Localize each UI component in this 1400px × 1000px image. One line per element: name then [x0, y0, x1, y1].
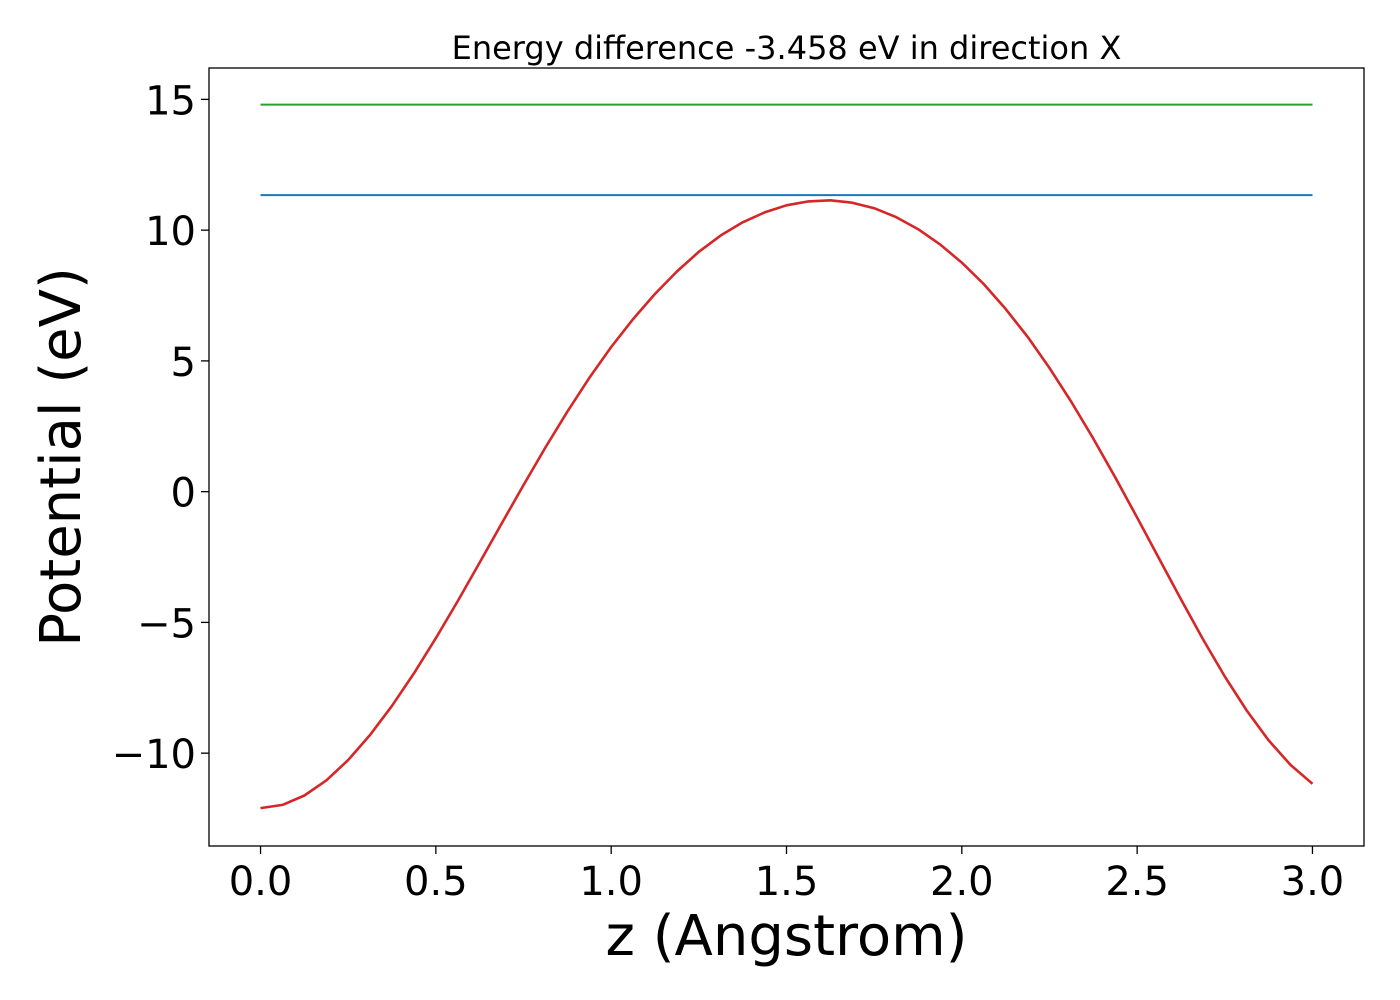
- x-tick-label: 3.0: [1281, 859, 1345, 905]
- y-axis-ticks: −10 −5 0 5 10 15: [112, 78, 209, 778]
- x-tick-label: 1.5: [755, 859, 819, 905]
- chart-title: Energy difference -3.458 eV in direction…: [452, 29, 1122, 67]
- x-tick-label: 0.0: [229, 859, 293, 905]
- y-tick-label: 10: [145, 209, 196, 255]
- y-tick-label: −5: [137, 601, 196, 647]
- plot-frame: [208, 67, 1365, 847]
- x-axis-ticks: 0.0 0.5 1.0 1.5 2.0 2.5 3.0: [229, 846, 1345, 905]
- x-tick-label: 2.5: [1105, 859, 1169, 905]
- y-tick-label: 5: [171, 340, 196, 386]
- y-tick-label: −10: [112, 732, 196, 778]
- x-tick-label: 1.0: [579, 859, 643, 905]
- series-line-3: [260, 199, 1314, 810]
- y-tick-label: 15: [145, 78, 196, 124]
- x-tick-label: 2.0: [930, 859, 994, 905]
- y-tick-label: 0: [171, 471, 196, 517]
- series-layer: [260, 103, 1314, 810]
- y-axis-title: Potential (eV): [29, 267, 94, 647]
- x-axis-title: z (Angstrom): [606, 904, 968, 969]
- x-tick-label: 0.5: [404, 859, 468, 905]
